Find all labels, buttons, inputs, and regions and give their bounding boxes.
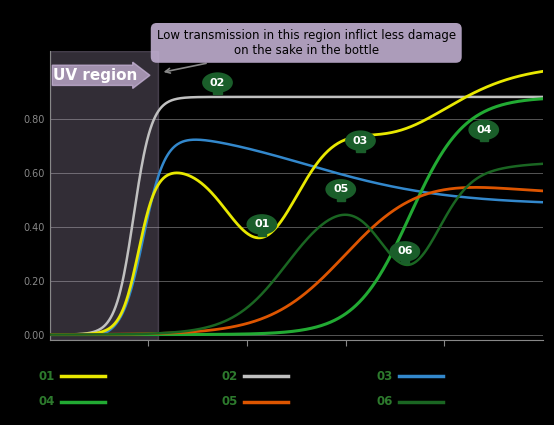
Text: 06: 06 — [377, 395, 393, 408]
Text: 03: 03 — [353, 136, 368, 146]
Text: 02: 02 — [222, 370, 238, 382]
FancyArrow shape — [52, 62, 150, 88]
Ellipse shape — [325, 179, 356, 200]
Text: 01: 01 — [254, 219, 270, 230]
Bar — [50, 51, 158, 340]
Ellipse shape — [468, 119, 499, 140]
Text: 02: 02 — [210, 78, 225, 88]
Ellipse shape — [389, 241, 420, 262]
Text: Low transmission in this region inflict less damage
on the sake in the bottle: Low transmission in this region inflict … — [157, 29, 456, 73]
FancyArrow shape — [258, 230, 266, 236]
Text: 01: 01 — [39, 370, 55, 382]
Text: 05: 05 — [333, 184, 348, 194]
Ellipse shape — [202, 72, 233, 93]
Text: UV region: UV region — [53, 68, 137, 83]
Text: 05: 05 — [222, 395, 238, 408]
Ellipse shape — [345, 130, 376, 151]
FancyArrow shape — [337, 194, 345, 201]
Text: 04: 04 — [39, 395, 55, 408]
Text: 03: 03 — [377, 370, 393, 382]
FancyArrow shape — [401, 257, 409, 263]
FancyArrow shape — [480, 135, 488, 141]
Ellipse shape — [247, 214, 277, 235]
Text: 06: 06 — [397, 246, 413, 256]
FancyArrow shape — [356, 146, 365, 152]
FancyArrow shape — [213, 88, 222, 94]
Text: 04: 04 — [476, 125, 491, 135]
